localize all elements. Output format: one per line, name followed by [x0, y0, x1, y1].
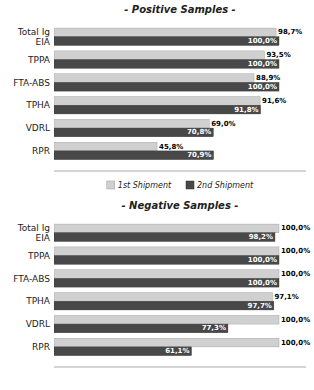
data-label: 100,0%	[281, 247, 310, 255]
data-label: 100,0%	[248, 60, 277, 68]
data-label: 45,8%	[159, 143, 183, 151]
bar	[54, 233, 275, 242]
data-label: 100,0%	[281, 339, 310, 347]
data-label: 69,0%	[211, 120, 235, 128]
bar	[54, 256, 279, 265]
tick-label: TPPA	[27, 55, 51, 65]
data-label: 100,0%	[248, 83, 277, 91]
bar	[54, 128, 213, 137]
bars	[54, 28, 279, 160]
tick-label: TPHA	[25, 100, 51, 110]
bar	[54, 119, 209, 128]
tick-label: Total IgEIA	[17, 223, 51, 243]
bar	[54, 347, 191, 356]
data-label: 70,9%	[187, 151, 211, 159]
bar	[54, 301, 274, 310]
data-label: 91,8%	[234, 106, 258, 114]
data-label: 100,0%	[248, 279, 277, 287]
data-label: 100,0%	[281, 270, 310, 278]
bar	[54, 37, 279, 46]
bars	[54, 224, 279, 356]
bar	[54, 142, 157, 151]
data-label: 93,5%	[266, 51, 290, 59]
x-axis	[54, 367, 306, 368]
tick-label: FTA-ABS	[13, 274, 50, 284]
title: - Positive Samples -	[124, 4, 236, 15]
bar	[54, 28, 276, 37]
legend-swatch	[107, 181, 115, 189]
x-axis	[54, 171, 306, 172]
bar	[54, 293, 272, 302]
chart: - Positive Samples - 45,8% 69,0% 91,6% 88,9%…	[13, 4, 306, 190]
bar	[54, 324, 228, 333]
data-label: 70,8%	[187, 128, 211, 136]
bar	[54, 247, 279, 256]
data-label: 88,9%	[256, 74, 280, 82]
bar	[54, 278, 279, 287]
bar	[54, 224, 279, 233]
bar	[54, 270, 279, 279]
bar	[54, 105, 261, 114]
data-label: 100,0%	[248, 37, 277, 45]
data-label: 100,0%	[281, 224, 310, 232]
tick-label: TPHA	[25, 296, 51, 306]
legend-swatch	[186, 181, 194, 189]
bar	[54, 60, 279, 69]
tick-label: RPR	[32, 146, 50, 156]
bar	[54, 82, 279, 91]
bar	[54, 151, 214, 160]
tick-label: VDRL	[26, 319, 50, 329]
bar	[54, 315, 279, 324]
legend-entry: 2nd Shipment	[197, 181, 254, 190]
title: - Negative Samples -	[121, 200, 238, 211]
legend: 1st Shipment 2nd Shipment	[107, 181, 254, 190]
tick-label: FTA-ABS	[13, 78, 50, 88]
data-label: 98,7%	[278, 28, 302, 36]
data-label: 98,2%	[249, 233, 273, 241]
data-labels: 45,8% 69,0% 91,6% 88,9% 93,5% 98,7% 70,9% 70,8%…	[159, 28, 302, 159]
tick-label: TPPA	[27, 251, 51, 261]
data-label: 77,3%	[202, 324, 226, 332]
data-label: 100,0%	[248, 256, 277, 264]
tick-label: VDRL	[26, 123, 50, 133]
data-labels: 100,0% 100,0% 97,1% 100,0% 100,0% 100,0% 61,1%…	[165, 224, 310, 355]
data-label: 100,0%	[281, 316, 310, 324]
tick-label: RPR	[32, 342, 50, 352]
bar	[54, 338, 279, 347]
data-label: 91,6%	[262, 97, 286, 105]
tick-label: Total IgEIA	[17, 27, 51, 47]
data-label: 97,7%	[248, 302, 272, 310]
legend-entry: 1st Shipment	[118, 181, 172, 190]
data-label: 61,1%	[165, 347, 189, 355]
bar	[54, 51, 264, 60]
bar	[54, 97, 260, 106]
data-label: 97,1%	[274, 293, 298, 301]
chart: - Negative Samples -100,0%100,0%97,1%100…	[13, 200, 310, 367]
bar	[54, 74, 254, 83]
figure: - Positive Samples - 45,8% 69,0% 91,6% 88,9%…	[0, 0, 314, 390]
